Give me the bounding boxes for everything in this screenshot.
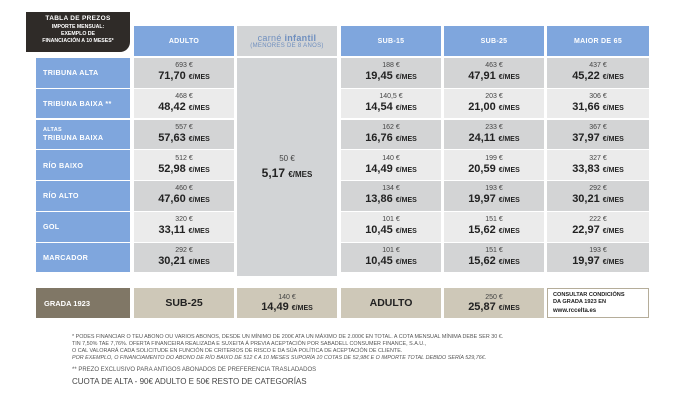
price-cell-sub15: 188 €19,45 €/MES [341,58,441,88]
price-cell-adulto: 292 €30,21 €/MES [134,242,234,273]
price-cell-sub25: 199 €20,59 €/MES [444,150,544,180]
grada-sub25-label: SUB-25 [134,288,234,318]
price-cell-adulto: 512 €52,98 €/MES [134,150,234,180]
footnotes: * PODES FINANCIAR O TEU ABONO OU VARIOS … [72,334,504,386]
price-cell-sub25: 193 €19,97 €/MES [444,181,544,211]
price-cell-sub25: 233 €24,11 €/MES [444,119,544,150]
price-cell-adulto: 557 €57,63 €/MES [134,119,234,150]
price-cell-sub15: 134 €13,86 €/MES [341,181,441,211]
column-header-infantil: carné infantil (MENORES DE 8 ANOS) [237,26,337,56]
price-cell-maior65: 437 €45,22 €/MES [547,58,649,88]
row-label: ALTAS TRIBUNA BAIXA [36,119,130,150]
price-cell-maior65: 306 €31,66 €/MES [547,88,649,119]
row-label: RÍO ALTO [36,181,130,211]
price-cell-maior65: 327 €33,83 €/MES [547,150,649,180]
price-cell-sub15: 101 €10,45 €/MES [341,242,441,273]
price-cell-maior65: 367 €37,97 €/MES [547,119,649,150]
price-cell-maior65: 193 €19,97 €/MES [547,242,649,273]
grada-consult-box: CONSULTAR CONDICIÓNS DA GRADA 1923 EN ww… [547,288,649,318]
column-header-maior65: MAIOR DE 65 [547,26,649,56]
price-cell-sub25: 463 €47,91 €/MES [444,58,544,88]
row-label: TRIBUNA ALTA [36,58,130,88]
price-cell-adulto: 693 €71,70 €/MES [134,58,234,88]
price-cell-sub15: 162 €16,76 €/MES [341,119,441,150]
column-header-sub25: SUB-25 [444,26,544,56]
price-cell-sub15: 140,5 €14,54 €/MES [341,88,441,119]
row-label: MARCADOR [36,242,130,273]
price-cell-sub25: 203 €21,00 €/MES [444,88,544,119]
infantil-price-cell: 50 € 5,17 €/MES [237,58,337,276]
row-label: RÍO BAIXO [36,150,130,180]
grada-adulto-price: 250 € 25,87 €/MES [444,288,544,318]
price-cell-sub25: 151 €15,62 €/MES [444,212,544,242]
price-cell-sub15: 101 €10,45 €/MES [341,212,441,242]
table-subtitle: IMPORTE MENSUAL: EXEMPLO DE FINANCIACIÓN… [42,24,114,44]
price-cell-sub25: 151 €15,62 €/MES [444,242,544,273]
column-header-adulto: ADULTO [134,26,234,56]
grada-1923-label: GRADA 1923 [36,288,130,318]
row-label: GOL [36,212,130,242]
price-cell-adulto: 468 €48,42 €/MES [134,88,234,119]
grada-sub25-price: 140 € 14,49 €/MES [237,288,337,318]
row-label: TRIBUNA BAIXA ** [36,88,130,119]
price-cell-maior65: 292 €30,21 €/MES [547,181,649,211]
grada-adulto-label: ADULTO [341,288,441,318]
column-header-sub15: SUB-15 [341,26,441,56]
price-cell-adulto: 320 €33,11 €/MES [134,212,234,242]
table-title: TABLA DE PREZOS [45,15,111,22]
price-table-title-box: TABLA DE PREZOS IMPORTE MENSUAL: EXEMPLO… [26,12,130,52]
price-cell-adulto: 460 €47,60 €/MES [134,181,234,211]
price-cell-maior65: 222 €22,97 €/MES [547,212,649,242]
club-website-link[interactable]: www.rcceltа.es [553,308,597,314]
price-cell-sub15: 140 €14,49 €/MES [341,150,441,180]
